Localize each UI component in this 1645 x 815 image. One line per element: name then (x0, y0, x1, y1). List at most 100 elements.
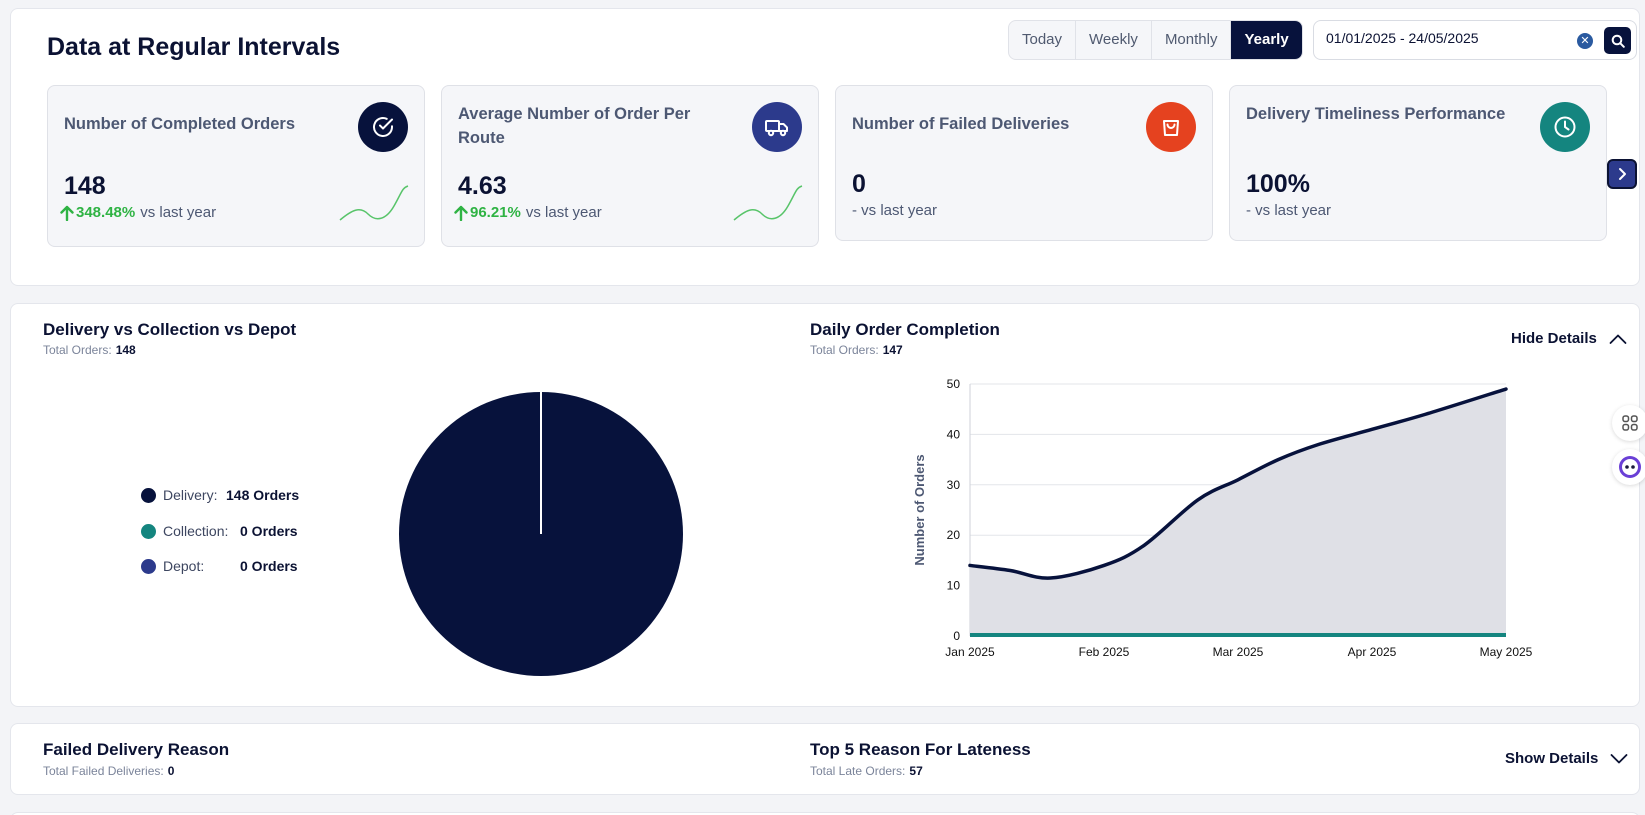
period-monthly-button[interactable]: Monthly (1152, 21, 1232, 59)
failed-total: Total Failed Deliveries: 0 (43, 764, 174, 778)
x-tick-label: Jan 2025 (945, 645, 995, 659)
total-value: 147 (882, 343, 903, 357)
y-axis-title: Number of Orders (912, 454, 927, 565)
y-tick-label: 50 (947, 377, 961, 391)
page-title: Data at Regular Intervals (47, 33, 341, 61)
kpi-card-avg-orders-per-route: Average Number of Order Per Route 4.63 9… (441, 85, 819, 247)
y-tick-label: 20 (947, 528, 961, 542)
kpi-card-delivery-timeliness: Delivery Timeliness Performance 100% - v… (1229, 85, 1607, 241)
search-icon (1611, 34, 1625, 48)
y-tick-label: 10 (947, 579, 961, 593)
daily-section-title: Daily Order Completion (810, 320, 1000, 339)
chevron-right-icon (1619, 168, 1626, 180)
kpi-delta-suffix: vs last year (140, 204, 217, 221)
total-value: 0 (167, 764, 175, 778)
close-icon: ✕ (1580, 35, 1590, 47)
kpi-title: Delivery Timeliness Performance (1246, 105, 1506, 123)
legend-label: Collection: (163, 523, 229, 539)
truck-icon (765, 120, 788, 137)
legend-dot (141, 558, 156, 574)
kpi-icon-badge (1540, 102, 1590, 152)
total-label: Total Late Orders: (810, 764, 906, 778)
reasons-panel: Failed Delivery Reason Total Failed Deli… (10, 723, 1640, 795)
hide-details-button[interactable]: Hide Details (1511, 330, 1627, 347)
legend-dot (141, 523, 156, 539)
area-chart: 0 10 20 30 40 50 Jan 2025 Feb 2025 Mar 2025 Apr 2… (912, 377, 1533, 659)
kpi-delta: - vs last year (852, 202, 937, 219)
clear-date-button[interactable]: ✕ (1577, 33, 1593, 49)
apps-button[interactable] (1612, 405, 1645, 441)
area-fill-completed (970, 389, 1506, 636)
kpi-panel: Data at Regular Intervals Today Weekly M… (10, 8, 1640, 286)
period-weekly-button[interactable]: Weekly (1076, 21, 1152, 59)
lateness-section-title: Top 5 Reason For Lateness (810, 740, 1031, 759)
period-yearly-button[interactable]: Yearly (1231, 21, 1302, 59)
kpi-delta-suffix: vs last year (525, 204, 602, 221)
kpi-value: 100% (1246, 170, 1310, 198)
y-tick-label: 30 (947, 478, 961, 492)
period-selector: Today Weekly Monthly Yearly (1008, 20, 1303, 60)
show-details-button[interactable]: Show Details (1505, 750, 1628, 767)
date-range-input[interactable] (1326, 30, 1546, 46)
legend-value: 0 Orders (240, 523, 298, 539)
kpi-value: 148 (64, 172, 106, 200)
sparkline (733, 185, 803, 221)
legend-value: 0 Orders (240, 558, 298, 574)
toggle-label: Show Details (1505, 750, 1599, 767)
total-label: Total Orders: (810, 343, 879, 357)
failed-section-title: Failed Delivery Reason (43, 740, 230, 759)
legend-item-collection: Collection: 0 Orders (141, 523, 298, 539)
clock-icon (1554, 116, 1576, 138)
total-label: Total Failed Deliveries: (43, 764, 164, 778)
kpi-title: Number of Completed Orders (64, 115, 296, 133)
grid-icon (1622, 415, 1638, 431)
pie-chart (399, 392, 683, 676)
total-label: Total Orders: (43, 343, 112, 357)
kpi-delta-suffix: - vs last year (1246, 202, 1332, 219)
series-line-completed (968, 387, 1508, 580)
kpi-value: 0 (852, 170, 866, 198)
charts-panel: Delivery vs Collection vs Depot Total Or… (10, 303, 1640, 707)
legend-item-delivery: Delivery: 148 Orders (141, 487, 299, 503)
toggle-label: Hide Details (1511, 330, 1597, 347)
kpi-delta: 96.21% vs last year (454, 204, 602, 221)
legend-label: Delivery: (163, 487, 218, 503)
x-tick-label: Apr 2025 (1348, 645, 1397, 659)
kpi-icon-badge (1146, 102, 1196, 152)
x-tick-label: May 2025 (1480, 645, 1533, 659)
x-tick-label: Mar 2025 (1213, 645, 1264, 659)
chevron-up-icon (1609, 334, 1627, 344)
legend-item-depot: Depot: 0 Orders (141, 558, 298, 574)
kpi-delta-percent: 96.21% (470, 204, 521, 221)
x-tick-label: Feb 2025 (1079, 645, 1130, 659)
kpi-card-failed-deliveries: Number of Failed Deliveries 0 - vs last … (835, 85, 1213, 241)
legend-dot (141, 487, 156, 503)
daily-total: Total Orders: 147 (810, 343, 903, 357)
kpi-icon-badge (752, 102, 802, 152)
assistant-icon (1619, 456, 1641, 478)
kpi-delta: - vs last year (1246, 202, 1331, 219)
kpi-title: Number of Failed Deliveries (852, 115, 1070, 133)
y-tick-label: 0 (953, 629, 960, 643)
kpi-card-completed-orders: Number of Completed Orders 148 348.48% v… (47, 85, 425, 247)
delivery-section-title: Delivery vs Collection vs Depot (43, 320, 297, 339)
carousel-next-button[interactable] (1607, 159, 1637, 189)
search-button[interactable] (1604, 27, 1631, 54)
lateness-total: Total Late Orders: 57 (810, 764, 923, 778)
total-value: 57 (909, 764, 923, 778)
delivery-total: Total Orders: 148 (43, 343, 136, 357)
kpi-value: 4.63 (458, 172, 507, 200)
date-range-field: ✕ (1313, 20, 1637, 60)
kpi-delta-percent: 348.48% (76, 204, 136, 221)
legend-label: Depot: (163, 558, 205, 574)
legend-value: 148 Orders (226, 487, 300, 503)
sparkline (339, 185, 409, 221)
kpi-delta-suffix: - vs last year (852, 202, 938, 219)
shopping-bag-icon (1163, 120, 1179, 136)
chevron-down-icon (1610, 753, 1628, 763)
kpi-icon-badge (358, 102, 408, 152)
arrow-up-icon (60, 205, 74, 221)
kpi-title: Average Number of Order Per Route (458, 105, 691, 147)
assistant-button[interactable] (1612, 449, 1645, 485)
period-today-button[interactable]: Today (1009, 21, 1077, 59)
